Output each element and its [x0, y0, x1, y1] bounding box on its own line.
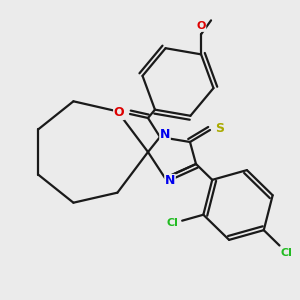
- Text: O: O: [114, 106, 124, 119]
- Text: S: S: [215, 122, 224, 134]
- Text: Cl: Cl: [281, 248, 292, 257]
- Text: Cl: Cl: [167, 218, 178, 228]
- Text: N: N: [165, 175, 175, 188]
- Text: N: N: [160, 128, 170, 140]
- Text: O: O: [196, 21, 206, 31]
